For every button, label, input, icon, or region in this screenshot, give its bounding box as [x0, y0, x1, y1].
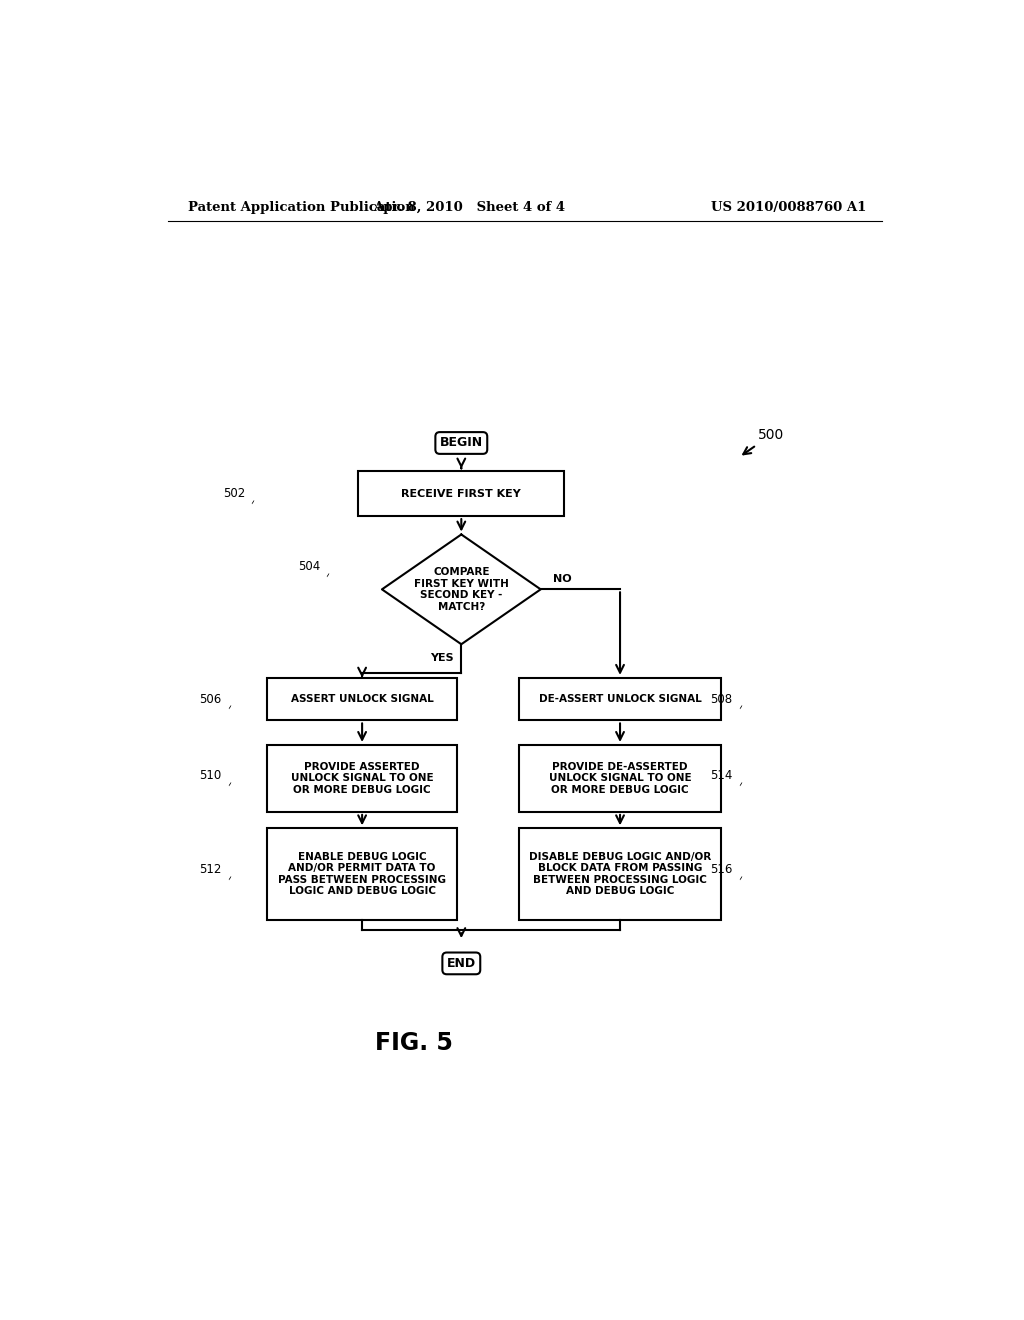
Text: BEGIN: BEGIN: [439, 437, 483, 450]
Text: 512: 512: [200, 863, 221, 876]
Text: –: –: [735, 779, 746, 788]
Text: –: –: [248, 496, 259, 506]
FancyBboxPatch shape: [267, 744, 458, 812]
Text: US 2010/0088760 A1: US 2010/0088760 A1: [711, 201, 866, 214]
Text: 502: 502: [223, 487, 246, 500]
Text: RECEIVE FIRST KEY: RECEIVE FIRST KEY: [401, 488, 521, 499]
FancyBboxPatch shape: [358, 471, 564, 516]
Text: 516: 516: [711, 863, 733, 876]
Text: 504: 504: [298, 561, 321, 573]
Text: –: –: [735, 873, 746, 882]
Text: 500: 500: [758, 428, 784, 442]
Text: 514: 514: [711, 768, 733, 781]
Text: –: –: [735, 702, 746, 711]
Text: YES: YES: [430, 653, 454, 664]
FancyBboxPatch shape: [267, 828, 458, 920]
Text: ASSERT UNLOCK SIGNAL: ASSERT UNLOCK SIGNAL: [291, 694, 433, 704]
FancyBboxPatch shape: [267, 677, 458, 721]
Text: –: –: [323, 570, 334, 579]
Text: PROVIDE DE-ASSERTED
UNLOCK SIGNAL TO ONE
OR MORE DEBUG LOGIC: PROVIDE DE-ASSERTED UNLOCK SIGNAL TO ONE…: [549, 762, 691, 795]
Text: PROVIDE ASSERTED
UNLOCK SIGNAL TO ONE
OR MORE DEBUG LOGIC: PROVIDE ASSERTED UNLOCK SIGNAL TO ONE OR…: [291, 762, 433, 795]
Text: Apr. 8, 2010   Sheet 4 of 4: Apr. 8, 2010 Sheet 4 of 4: [373, 201, 565, 214]
FancyBboxPatch shape: [519, 744, 721, 812]
Text: –: –: [224, 779, 236, 788]
Text: 506: 506: [200, 693, 221, 706]
Text: FIG. 5: FIG. 5: [375, 1031, 453, 1055]
Text: –: –: [224, 873, 236, 882]
Text: ENABLE DEBUG LOGIC
AND/OR PERMIT DATA TO
PASS BETWEEN PROCESSING
LOGIC AND DEBUG: ENABLE DEBUG LOGIC AND/OR PERMIT DATA TO…: [279, 851, 446, 896]
Text: NO: NO: [553, 574, 571, 585]
Text: 510: 510: [200, 768, 221, 781]
Text: DE-ASSERT UNLOCK SIGNAL: DE-ASSERT UNLOCK SIGNAL: [539, 694, 701, 704]
Text: DISABLE DEBUG LOGIC AND/OR
BLOCK DATA FROM PASSING
BETWEEN PROCESSING LOGIC
AND : DISABLE DEBUG LOGIC AND/OR BLOCK DATA FR…: [529, 851, 711, 896]
Text: Patent Application Publication: Patent Application Publication: [187, 201, 415, 214]
Text: 508: 508: [711, 693, 733, 706]
Text: –: –: [224, 702, 236, 711]
FancyBboxPatch shape: [519, 677, 721, 721]
Text: COMPARE
FIRST KEY WITH
SECOND KEY -
MATCH?: COMPARE FIRST KEY WITH SECOND KEY - MATC…: [414, 568, 509, 611]
FancyBboxPatch shape: [519, 828, 721, 920]
Text: END: END: [446, 957, 476, 970]
